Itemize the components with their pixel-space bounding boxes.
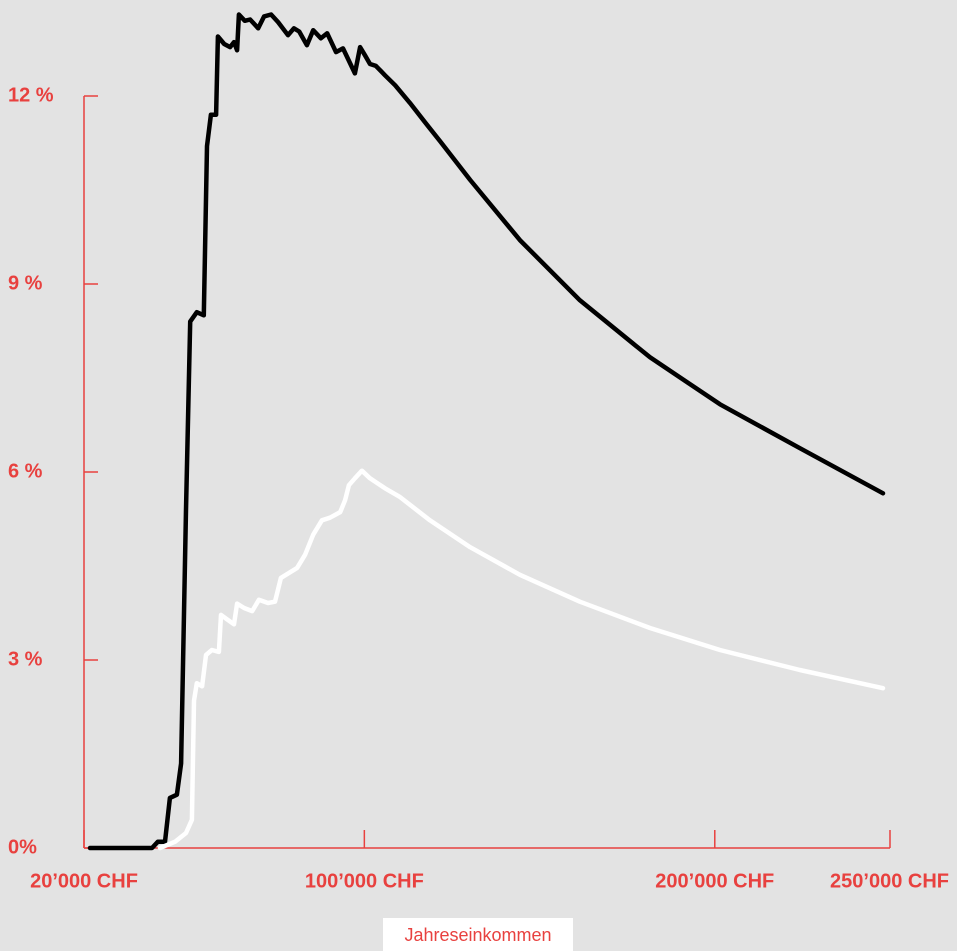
y-tick-label: 9 %	[8, 272, 43, 294]
x-tick-label: 200’000 CHF	[655, 870, 774, 892]
x-tick-label: 250’000 CHF	[830, 870, 949, 892]
y-tick-label: 6 %	[8, 460, 43, 482]
y-tick-label: 0%	[8, 836, 37, 858]
x-tick-label: 100’000 CHF	[305, 870, 424, 892]
line	[157, 468, 886, 851]
x-tick-label: 20’000 CHF	[30, 870, 138, 892]
y-tick-label: 12 %	[8, 84, 54, 106]
y-tick-label: 3 %	[8, 648, 43, 670]
x-axis-label: Jahreseinkommen	[404, 925, 551, 945]
line	[87, 12, 886, 851]
x-label-box	[383, 918, 573, 951]
